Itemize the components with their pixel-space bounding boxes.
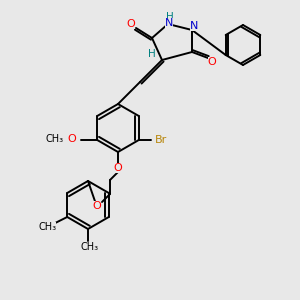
Text: Br: Br [155, 135, 167, 145]
Text: N: N [190, 21, 198, 31]
Text: CH₃: CH₃ [81, 242, 99, 252]
Text: N: N [165, 18, 173, 28]
Text: O: O [93, 201, 101, 211]
Text: O: O [68, 134, 76, 144]
Text: O: O [127, 19, 135, 29]
Text: H: H [148, 49, 156, 59]
Text: CH₃: CH₃ [45, 134, 63, 144]
Text: H: H [166, 12, 174, 22]
Text: CH₃: CH₃ [38, 222, 56, 232]
Text: O: O [208, 57, 216, 67]
Text: O: O [114, 163, 122, 173]
